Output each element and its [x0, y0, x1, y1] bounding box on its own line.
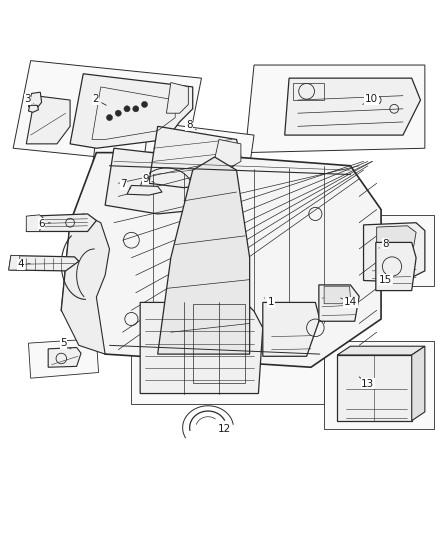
Polygon shape [28, 92, 42, 108]
Polygon shape [376, 243, 416, 290]
Polygon shape [9, 255, 20, 270]
Text: 4: 4 [18, 260, 30, 269]
Polygon shape [26, 215, 44, 231]
Text: 10: 10 [363, 94, 378, 104]
Text: 2: 2 [92, 94, 106, 105]
Polygon shape [140, 302, 263, 393]
Polygon shape [105, 148, 228, 214]
Polygon shape [61, 214, 110, 354]
Text: 14: 14 [341, 297, 357, 308]
Polygon shape [70, 74, 193, 148]
Polygon shape [324, 286, 350, 304]
Polygon shape [337, 346, 425, 355]
Polygon shape [140, 122, 254, 197]
Polygon shape [263, 302, 320, 356]
Polygon shape [377, 226, 416, 258]
Text: 1: 1 [264, 297, 274, 308]
Circle shape [141, 101, 148, 108]
Text: 8: 8 [379, 239, 389, 249]
Polygon shape [88, 135, 245, 223]
Polygon shape [127, 185, 162, 195]
Text: 5: 5 [60, 338, 71, 349]
Polygon shape [28, 339, 99, 378]
Circle shape [106, 115, 113, 120]
Circle shape [115, 110, 121, 116]
Text: 12: 12 [218, 424, 231, 434]
Polygon shape [324, 341, 434, 429]
Polygon shape [285, 78, 420, 135]
Text: 8: 8 [186, 120, 196, 131]
Polygon shape [337, 355, 412, 421]
Text: 9: 9 [142, 174, 154, 184]
Polygon shape [26, 96, 70, 144]
Text: 15: 15 [379, 274, 392, 285]
Text: 7: 7 [120, 179, 131, 189]
Polygon shape [158, 157, 250, 354]
Polygon shape [131, 290, 324, 405]
Text: 13: 13 [359, 377, 374, 389]
Polygon shape [28, 106, 39, 112]
Polygon shape [13, 61, 201, 166]
Text: 6: 6 [38, 219, 50, 229]
Text: 3: 3 [24, 94, 34, 104]
Polygon shape [412, 346, 425, 421]
Polygon shape [149, 126, 241, 188]
Polygon shape [319, 285, 359, 321]
Polygon shape [210, 140, 241, 179]
Polygon shape [245, 65, 425, 152]
Polygon shape [350, 215, 434, 286]
Circle shape [133, 106, 139, 112]
Circle shape [124, 106, 130, 112]
Polygon shape [26, 214, 96, 231]
Polygon shape [9, 255, 79, 271]
Polygon shape [48, 348, 81, 367]
Polygon shape [166, 83, 188, 113]
Polygon shape [364, 223, 425, 282]
Polygon shape [61, 152, 381, 367]
